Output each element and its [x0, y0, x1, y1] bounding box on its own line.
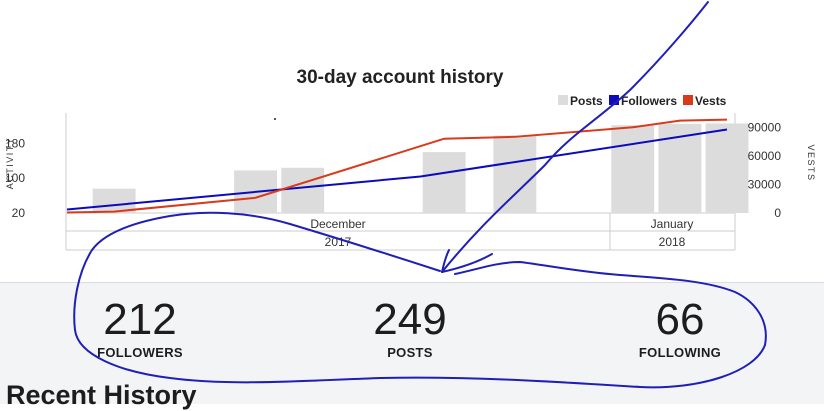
chart-legend: Posts Followers Vests — [558, 94, 727, 108]
following-stat[interactable]: 66 FOLLOWING — [570, 295, 790, 360]
chart-svg: 30-day account history Posts Followers V… — [5, 67, 816, 251]
posts-bar — [281, 167, 325, 213]
legend-swatch-vests — [683, 95, 693, 105]
right-tick-label: 60000 — [748, 149, 782, 163]
month-label-december: December — [310, 217, 365, 231]
posts-bar — [422, 152, 466, 213]
posts-bar — [92, 188, 136, 213]
right-tick-label: 90000 — [748, 120, 782, 134]
posts-bar — [611, 125, 655, 213]
following-count: 66 — [655, 295, 705, 344]
left-tick-label: 100 — [5, 171, 25, 185]
left-axis-title: ACTIVITY — [5, 137, 15, 190]
legend-swatch-followers — [609, 95, 619, 105]
time-navigator[interactable]: December 2017 January 2018 — [65, 213, 736, 251]
posts-stat[interactable]: 249 POSTS — [300, 295, 520, 360]
account-history-chart: 30-day account history Posts Followers V… — [5, 67, 816, 251]
legend-label-followers[interactable]: Followers — [621, 94, 677, 108]
posts-count: 249 — [373, 295, 447, 344]
legend-label-posts[interactable]: Posts — [570, 94, 603, 108]
right-tick-label: 0 — [774, 206, 781, 220]
left-tick-label: 180 — [5, 136, 25, 150]
year-label-2018: 2018 — [659, 235, 686, 249]
followers-count: 212 — [103, 295, 177, 344]
posts-bars — [92, 123, 749, 213]
left-tick-label: 20 — [12, 206, 26, 220]
month-label-january: January — [651, 217, 694, 231]
right-axis-ticks: 0 30000 60000 90000 — [748, 120, 782, 220]
posts-bar — [493, 135, 537, 213]
following-label: FOLLOWING — [638, 345, 722, 360]
legend-swatch-posts — [558, 95, 568, 105]
left-axis-ticks: 20 100 180 — [5, 136, 25, 220]
right-axis-title: VESTS — [806, 144, 816, 181]
followers-label: FOLLOWERS — [97, 345, 183, 360]
posts-bar — [705, 123, 749, 213]
legend-label-vests[interactable]: Vests — [695, 94, 727, 108]
recent-history-heading: Recent History — [6, 380, 197, 410]
year-label-2017: 2017 — [325, 235, 352, 249]
chart-title: 30-day account history — [297, 67, 504, 88]
followers-stat[interactable]: 212 FOLLOWERS — [30, 295, 250, 360]
right-tick-label: 30000 — [748, 177, 782, 191]
posts-label: POSTS — [387, 345, 433, 360]
